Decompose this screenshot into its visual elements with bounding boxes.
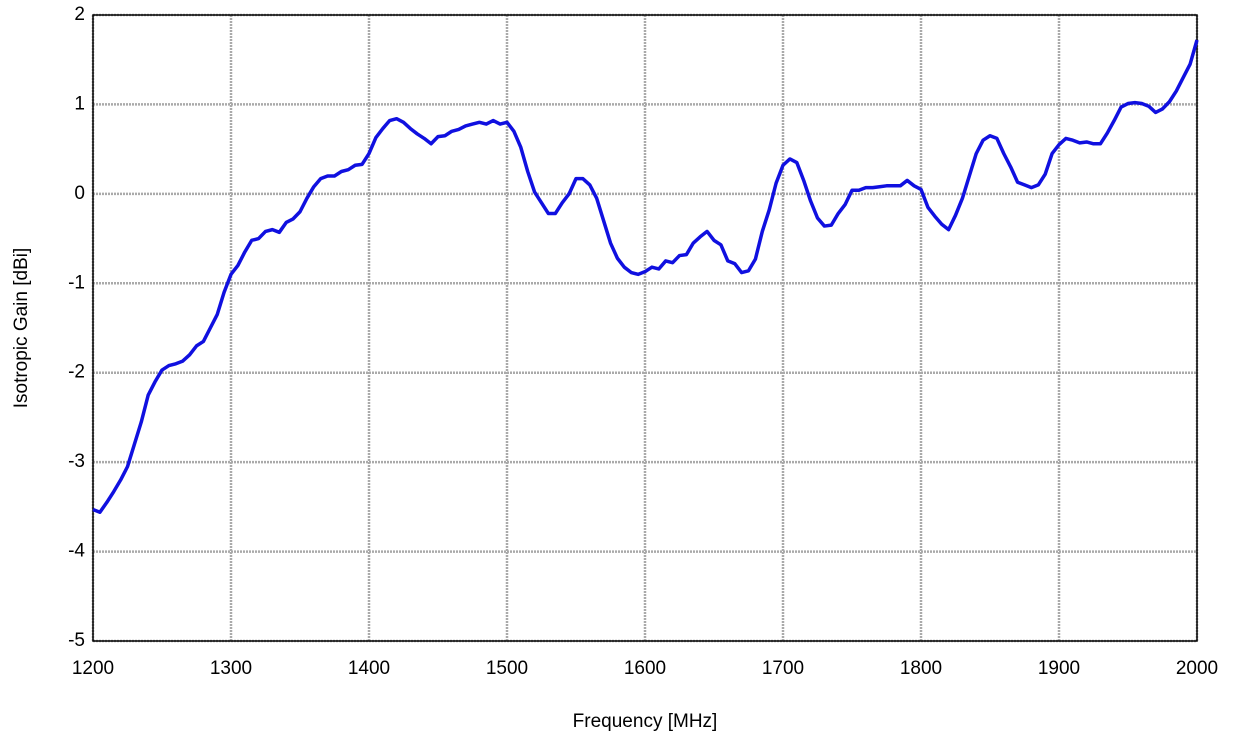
y-axis-label: Isotropic Gain [dBi] [11, 248, 32, 409]
x-tick-label: 1400 [348, 658, 390, 679]
y-tick-label: -4 [68, 541, 85, 562]
y-tick-label: -3 [68, 451, 85, 472]
x-tick-label: 1500 [486, 658, 528, 679]
x-axis-label: Frequency [MHz] [573, 711, 718, 732]
y-tick-label: -1 [68, 272, 85, 293]
data-line [92, 39, 1199, 514]
x-tick-label: 1700 [762, 658, 804, 679]
x-tick-label: 1900 [1038, 658, 1080, 679]
plot-frame [92, 14, 1198, 642]
y-tick-label: 2 [74, 4, 85, 25]
x-tick-label: 2000 [1176, 658, 1218, 679]
x-tick-label: 1200 [72, 658, 114, 679]
x-tick-label: 1300 [210, 658, 252, 679]
y-tick-label: 1 [74, 93, 85, 114]
x-tick-label: 1600 [624, 658, 666, 679]
x-tick-label: 1800 [900, 658, 942, 679]
y-tick-label: -5 [68, 630, 85, 651]
y-tick-label: -2 [68, 362, 85, 383]
y-tick-label: 0 [74, 183, 85, 204]
